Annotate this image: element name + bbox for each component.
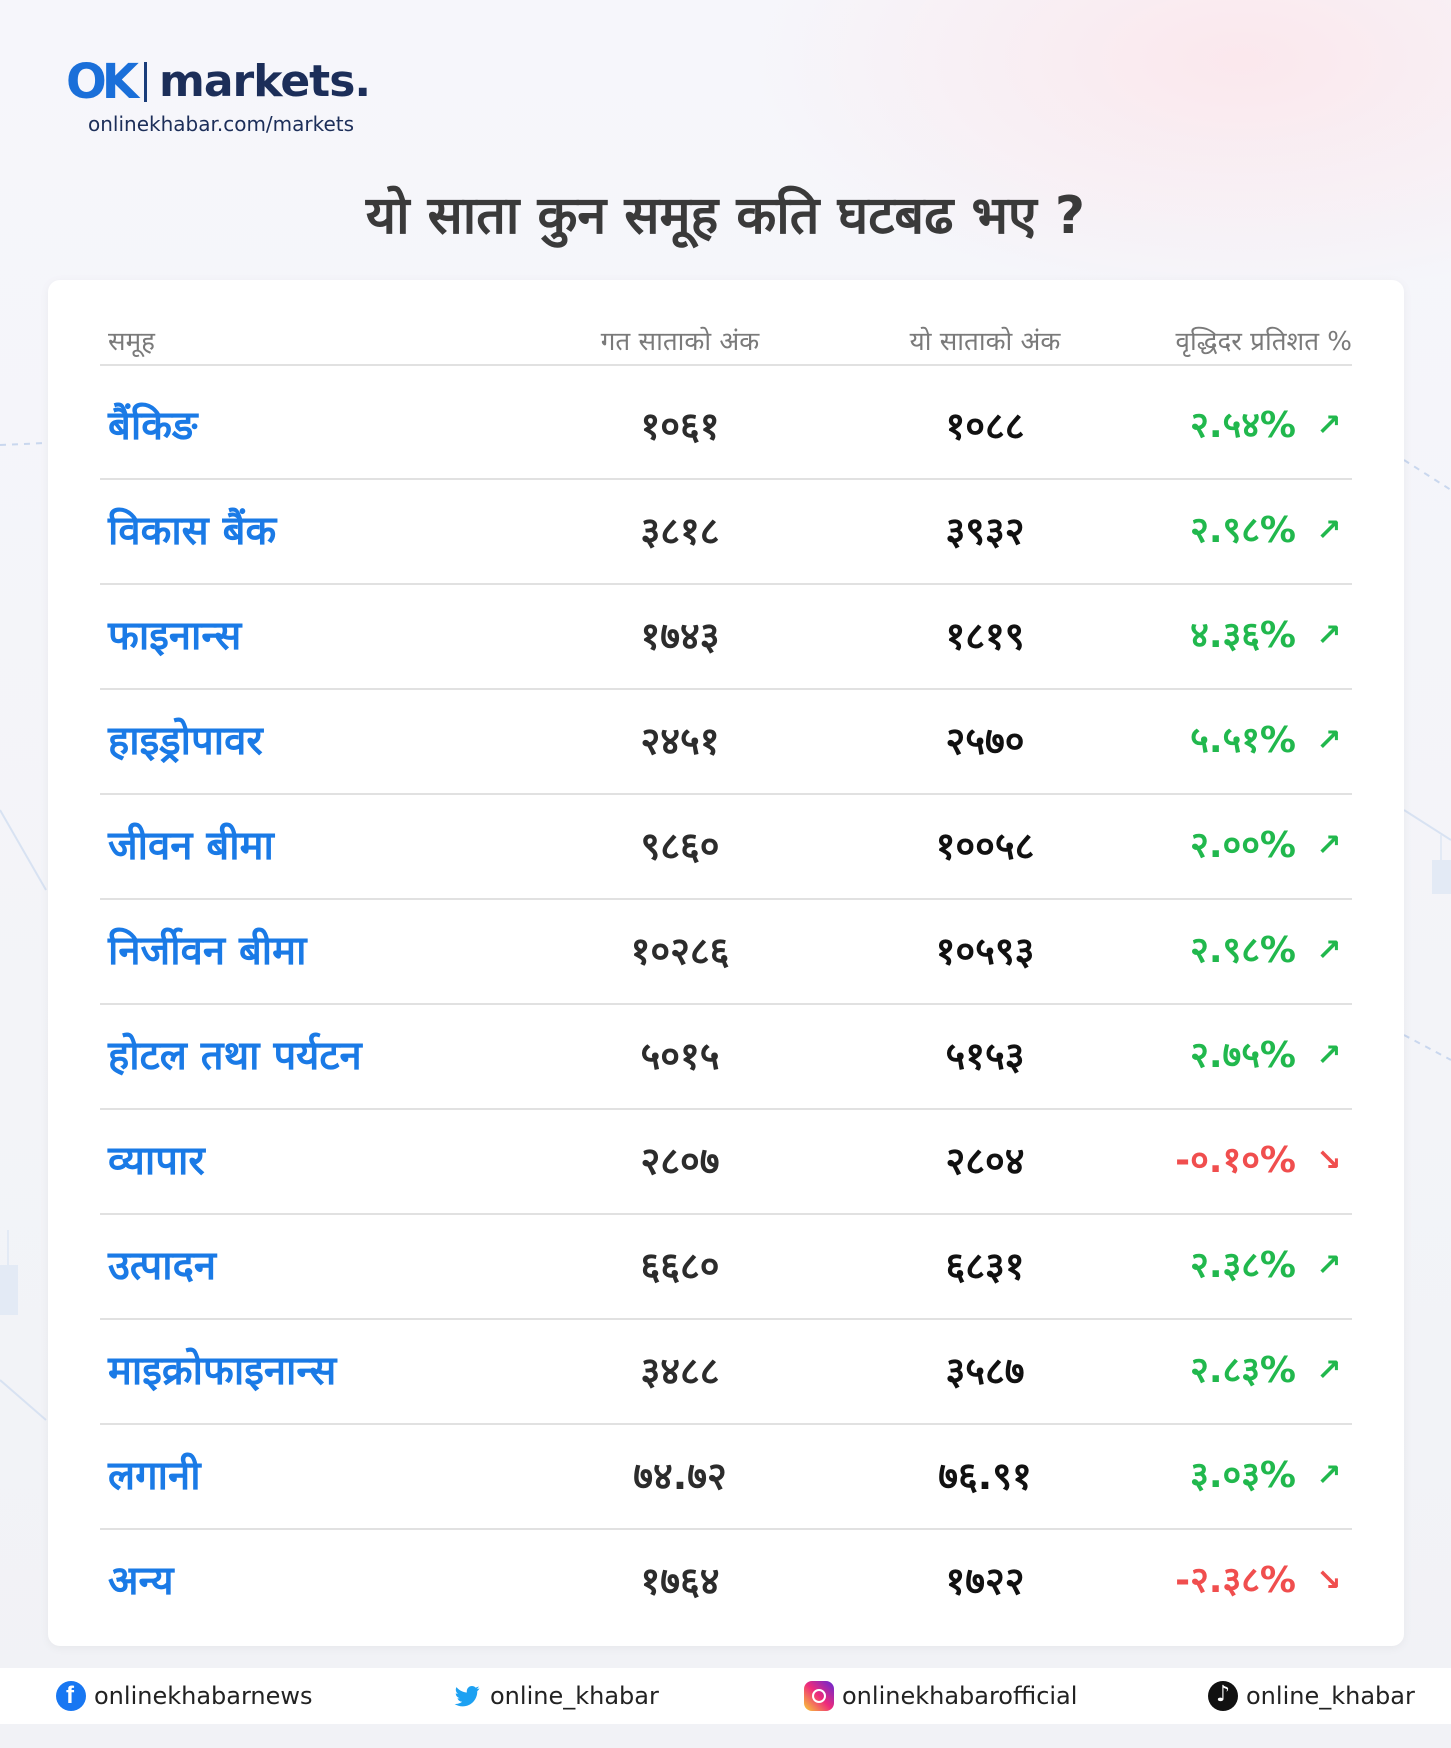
facebook-link[interactable]: onlinekhabarnews xyxy=(56,1678,313,1714)
arrow-up-right-icon: ↗ xyxy=(1316,408,1342,443)
this-week-index: १८१९ xyxy=(945,614,1025,658)
table-row: निर्जीवन बीमा १०२८६ १०५९३ २.९८% ↗ xyxy=(100,899,1352,1005)
growth-percent: ४.३६% xyxy=(1190,615,1296,656)
growth-percent: २.९८% xyxy=(1190,930,1296,971)
instagram-link[interactable]: onlinekhabarofficial xyxy=(804,1678,1077,1714)
last-week-index: २४५१ xyxy=(640,719,720,763)
sector-name: जीवन बीमा xyxy=(108,823,274,869)
last-week-index: ३४८८ xyxy=(640,1349,720,1393)
sector-name: विकास बैंक xyxy=(108,508,277,554)
last-week-index: २८०७ xyxy=(640,1139,720,1183)
table-row: बैंकिङ १०६१ १०८८ २.५४% ↗ xyxy=(100,374,1352,480)
tiktok-icon xyxy=(1208,1681,1238,1711)
growth-percent: २.७५% xyxy=(1190,1035,1296,1076)
sector-name: बैंकिङ xyxy=(108,403,198,449)
this-week-index: १७२२ xyxy=(945,1559,1025,1603)
this-week-index: ५१५३ xyxy=(945,1034,1025,1078)
arrow-up-right-icon: ↗ xyxy=(1316,933,1342,968)
last-week-index: ५०१५ xyxy=(640,1034,720,1078)
table-header: समूह गत साताको अंक यो साताको अंक वृद्धिद… xyxy=(100,314,1352,366)
last-week-index: १०६१ xyxy=(640,404,720,448)
sector-name: हाइड्रोपावर xyxy=(108,718,263,764)
logo-separator xyxy=(144,62,147,102)
table-row: जीवन बीमा ९८६० १००५८ २.००% ↗ xyxy=(100,794,1352,900)
sector-name: होटल तथा पर्यटन xyxy=(108,1033,362,1079)
last-week-index: ९८६० xyxy=(640,824,720,868)
arrow-up-right-icon: ↗ xyxy=(1316,513,1342,548)
growth-percent: -०.१०% xyxy=(1175,1140,1296,1181)
last-week-index: १७६४ xyxy=(640,1559,720,1603)
tiktok-link[interactable]: online_khabar xyxy=(1208,1678,1415,1714)
facebook-handle: onlinekhabarnews xyxy=(94,1682,313,1710)
social-footer: onlinekhabarnews online_khabar onlinekha… xyxy=(0,1668,1451,1724)
sector-name: निर्जीवन बीमा xyxy=(108,928,307,974)
growth-percent: ३.०३% xyxy=(1190,1455,1296,1496)
arrow-down-right-icon: ↘ xyxy=(1316,1143,1342,1178)
header-growth-percent: वृद्धिदर प्रतिशत % xyxy=(1175,327,1353,357)
sector-name: फाइनान्स xyxy=(108,613,242,659)
arrow-up-right-icon: ↗ xyxy=(1316,723,1342,758)
facebook-icon xyxy=(56,1681,86,1711)
header-sector: समूह xyxy=(108,327,155,357)
table-row: होटल तथा पर्यटन ५०१५ ५१५३ २.७५% ↗ xyxy=(100,1004,1352,1110)
growth-percent: २.९८% xyxy=(1190,510,1296,551)
growth-percent: २.५४% xyxy=(1190,405,1296,446)
logo-markets-text: markets. xyxy=(159,56,371,107)
this-week-index: १०८८ xyxy=(945,404,1025,448)
table-row: उत्पादन ६६८० ६८३१ २.३८% ↗ xyxy=(100,1214,1352,1320)
sector-name: माइक्रोफाइनान्स xyxy=(108,1348,337,1394)
header-this-week: यो साताको अंक xyxy=(909,327,1061,357)
last-week-index: १०२८६ xyxy=(630,929,730,973)
arrow-down-right-icon: ↘ xyxy=(1316,1563,1342,1598)
this-week-index: २५७० xyxy=(945,719,1025,763)
this-week-index: १०५९३ xyxy=(935,929,1035,973)
twitter-handle: online_khabar xyxy=(490,1682,659,1710)
arrow-up-right-icon: ↗ xyxy=(1316,1038,1342,1073)
table-row: व्यापार २८०७ २८०४ -०.१०% ↘ xyxy=(100,1109,1352,1215)
this-week-index: ३५८७ xyxy=(945,1349,1025,1393)
this-week-index: १००५८ xyxy=(935,824,1035,868)
sector-name: व्यापार xyxy=(108,1138,205,1184)
last-week-index: १७४३ xyxy=(640,614,720,658)
twitter-icon xyxy=(452,1681,482,1711)
table-row: माइक्रोफाइनान्स ३४८८ ३५८७ २.८३% ↗ xyxy=(100,1319,1352,1425)
growth-percent: ५.५१% xyxy=(1190,720,1296,761)
arrow-up-right-icon: ↗ xyxy=(1316,1248,1342,1283)
table-row: विकास बैंक ३८१८ ३९३२ २.९८% ↗ xyxy=(100,479,1352,585)
header-last-week: गत साताको अंक xyxy=(600,327,760,357)
brand-url: onlinekhabar.com/markets xyxy=(88,112,355,136)
tiktok-handle: online_khabar xyxy=(1246,1682,1415,1710)
growth-percent: २.८३% xyxy=(1190,1350,1296,1391)
growth-percent: -२.३८% xyxy=(1175,1560,1296,1601)
sector-name: उत्पादन xyxy=(108,1243,217,1289)
instagram-handle: onlinekhabarofficial xyxy=(842,1682,1078,1710)
growth-percent: २.००% xyxy=(1190,825,1296,866)
sector-name: अन्य xyxy=(108,1558,174,1604)
arrow-up-right-icon: ↗ xyxy=(1316,618,1342,653)
brand-logo[interactable]: OK markets. xyxy=(66,54,371,110)
logo-ok-mark: OK xyxy=(66,54,139,110)
page-title: यो साता कुन समूह कति घटबढ भए ? xyxy=(365,186,1086,246)
arrow-up-right-icon: ↗ xyxy=(1316,1458,1342,1493)
last-week-index: ३८१८ xyxy=(640,509,720,553)
table-row: लगानी ७४.७२ ७६.९१ ३.०३% ↗ xyxy=(100,1424,1352,1530)
table-row: हाइड्रोपावर २४५१ २५७० ५.५१% ↗ xyxy=(100,689,1352,795)
sector-name: लगानी xyxy=(108,1453,201,1499)
this-week-index: २८०४ xyxy=(945,1139,1025,1183)
growth-percent: २.३८% xyxy=(1190,1245,1296,1286)
arrow-up-right-icon: ↗ xyxy=(1316,828,1342,863)
twitter-link[interactable]: online_khabar xyxy=(452,1678,659,1714)
this-week-index: ६८३१ xyxy=(945,1244,1025,1288)
table-row: फाइनान्स १७४३ १८१९ ४.३६% ↗ xyxy=(100,584,1352,690)
table-row: अन्य १७६४ १७२२ -२.३८% ↘ xyxy=(100,1529,1352,1633)
this-week-index: ३९३२ xyxy=(945,509,1025,553)
instagram-icon xyxy=(804,1681,834,1711)
sector-table-card: समूह गत साताको अंक यो साताको अंक वृद्धिद… xyxy=(48,280,1404,1646)
last-week-index: ६६८० xyxy=(640,1244,720,1288)
arrow-up-right-icon: ↗ xyxy=(1316,1353,1342,1388)
last-week-index: ७४.७२ xyxy=(633,1454,727,1498)
background-glow xyxy=(751,0,1451,300)
this-week-index: ७६.९१ xyxy=(938,1454,1032,1498)
